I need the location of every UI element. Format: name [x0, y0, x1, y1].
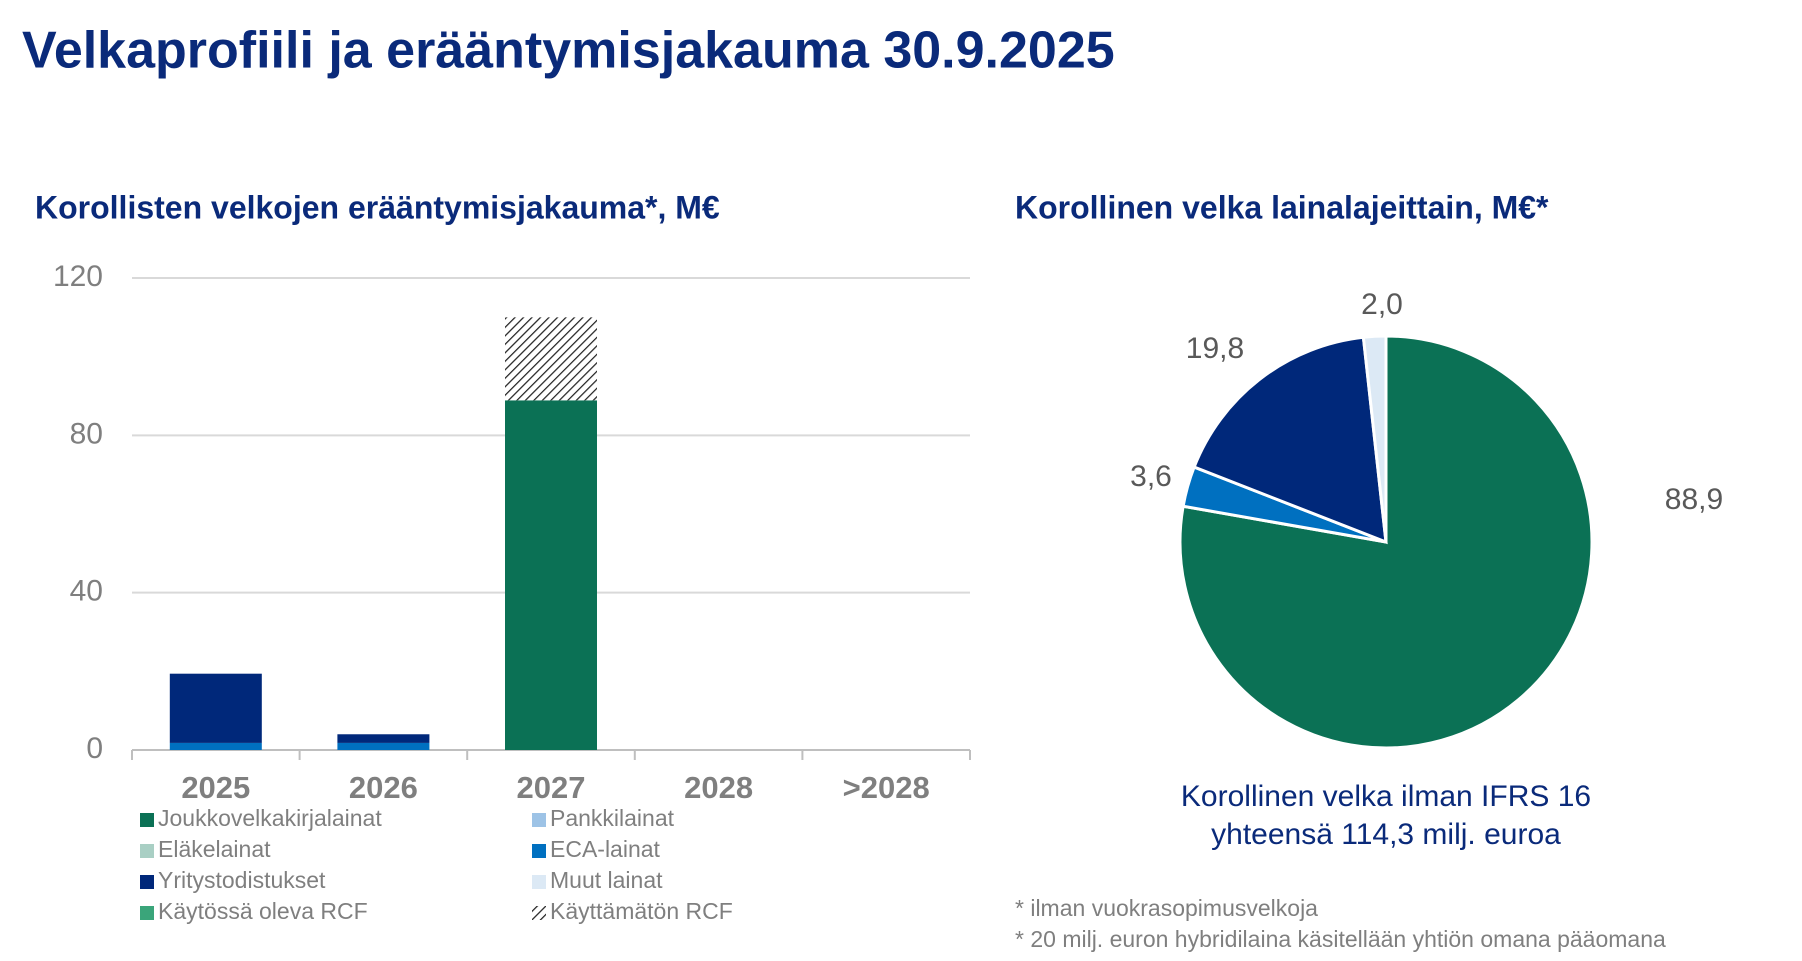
- pie-caption: Korollinen velka ilman IFRS 16: [1181, 780, 1591, 813]
- y-tick-label: 40: [70, 575, 103, 608]
- chart-title: Korollisten velkojen erääntymisjakauma*,…: [35, 189, 720, 225]
- bar-segment: [505, 317, 597, 401]
- page-title: Velkaprofiili ja erääntymisjakauma 30.9.…: [22, 22, 1115, 80]
- legend-swatch: [532, 875, 546, 889]
- y-tick-label: 0: [86, 732, 103, 765]
- legend-swatch: [532, 844, 546, 858]
- bar-segment: [505, 400, 597, 750]
- legend-label: Eläkelainat: [158, 836, 271, 862]
- footnote: * 20 milj. euron hybridilaina käsitellää…: [1015, 926, 1666, 952]
- data-label: 3,6: [1130, 460, 1172, 493]
- pie-slice: [1192, 335, 1388, 545]
- legend-swatch: [532, 906, 546, 920]
- data-label: 19,8: [1186, 332, 1244, 365]
- data-label: 2,0: [1361, 288, 1403, 321]
- legend-label: Yritystodistukset: [158, 867, 326, 893]
- legend-label: Käytössä oleva RCF: [158, 898, 368, 924]
- bar-segment: [169, 742, 262, 750]
- legend-label: Pankkilainat: [550, 805, 675, 831]
- x-tick-label: >2028: [843, 770, 930, 805]
- pie-slice: [1178, 334, 1594, 750]
- legend-swatch: [140, 813, 154, 827]
- bar-segment: [337, 742, 430, 750]
- data-label: 88,9: [1665, 483, 1723, 516]
- x-tick-label: 2025: [181, 770, 250, 805]
- bar-segment: [169, 673, 262, 743]
- legend-swatch: [532, 813, 546, 827]
- y-tick-label: 120: [53, 260, 103, 293]
- legend-swatch: [140, 875, 154, 889]
- legend-label: ECA-lainat: [550, 836, 661, 862]
- chart-title: Korollinen velka lainalajeittain, M€*: [1015, 189, 1549, 225]
- bar-segment: [337, 734, 430, 743]
- footnote: * ilman vuokrasopimusvelkoja: [1015, 895, 1318, 921]
- legend-swatch: [140, 844, 154, 858]
- x-tick-label: 2027: [517, 770, 586, 805]
- legend-label: Joukkovelkakirjalainat: [158, 805, 382, 831]
- y-tick-label: 80: [70, 417, 103, 450]
- x-tick-label: 2026: [349, 770, 418, 805]
- x-tick-label: 2028: [684, 770, 753, 805]
- legend-label: Käyttämätön RCF: [550, 898, 733, 924]
- legend-label: Muut lainat: [550, 867, 663, 893]
- legend-swatch: [140, 906, 154, 920]
- pie-slice: [1361, 334, 1388, 543]
- pie-caption: yhteensä 114,3 milj. euroa: [1211, 818, 1561, 851]
